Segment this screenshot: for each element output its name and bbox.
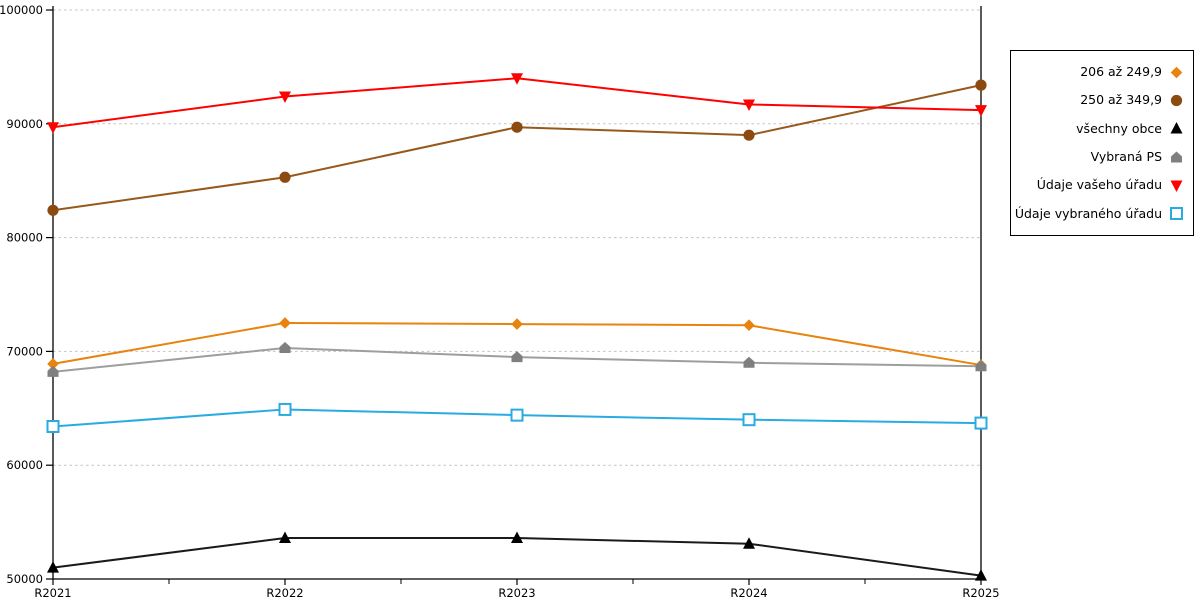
legend-item-udaje-vaseho-uradu: Údaje vašeho úřadu (1011, 178, 1193, 193)
chart-legend: 206 až 249,9 250 až 349,9 všechny obce Vybr… (1010, 50, 1194, 236)
y-axis-ticks: 50000 60000 70000 80000 90000 100000 (0, 3, 53, 586)
y-tick-label: 90000 (6, 117, 43, 131)
x-tick-label: R2022 (266, 586, 303, 600)
legend-item-label: Vybraná PS (1090, 148, 1162, 164)
y-tick-label: 50000 (6, 572, 43, 586)
series-vybrana-ps (47, 341, 987, 377)
legend-item-label: Údaje vybraného úřadu (1014, 205, 1162, 221)
diamond-icon (1170, 66, 1183, 78)
x-tick-label: R2021 (34, 586, 71, 600)
legend-item-vsechny-obce: všechny obce (1011, 121, 1193, 136)
series-206-az-249-9 (47, 317, 987, 371)
legend-item-206-az-249-9: 206 až 249,9 (1011, 65, 1193, 80)
series-udaje-vaseho-uradu (47, 73, 987, 134)
legend-item-250-az-349-9: 250 až 349,9 (1011, 93, 1193, 108)
series-udaje-vybraneho-uradu (46, 402, 988, 434)
y-tick-label: 100000 (0, 3, 43, 17)
x-tick-label: R2024 (730, 586, 767, 600)
x-tick-label: R2025 (962, 586, 999, 600)
series-vsechny-obce (47, 531, 987, 581)
axes (52, 6, 982, 580)
pentagon-up-icon (1171, 151, 1182, 163)
circle-icon (1170, 94, 1183, 107)
legend-item-label: 206 až 249,9 (1080, 63, 1162, 79)
open-square-icon (1170, 207, 1183, 221)
y-tick-label: 70000 (6, 344, 43, 358)
x-axis-ticks: R2021 R2022 R2023 R2024 R2025 (34, 579, 1000, 600)
legend-item-label: všechny obce (1076, 120, 1162, 136)
x-tick-label: R2023 (498, 586, 535, 600)
legend-item-vybrana-ps: Vybraná PS (1011, 150, 1193, 165)
legend-item-label: 250 až 349,9 (1080, 92, 1162, 108)
triangle-up-icon (1170, 122, 1183, 134)
y-tick-label: 60000 (6, 458, 43, 472)
triangle-down-icon (1170, 180, 1183, 192)
y-tick-label: 80000 (6, 231, 43, 245)
legend-item-label: Údaje vašeho úřadu (1036, 177, 1162, 193)
series-250-az-349-9 (47, 79, 987, 216)
legend-item-udaje-vybraneho-uradu: Údaje vybraného úřadu (1011, 206, 1193, 221)
